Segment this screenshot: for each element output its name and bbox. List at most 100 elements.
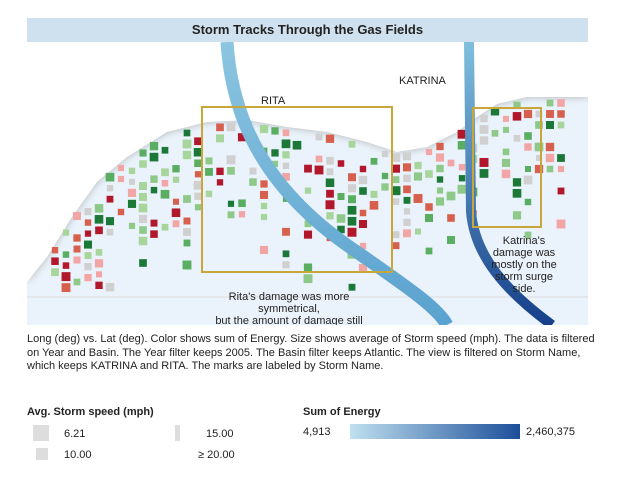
map-cell [546, 99, 554, 107]
map-cell [95, 281, 103, 289]
map-cell [227, 166, 235, 175]
map: RITA KATRINA Rita's damage was moresymme… [27, 42, 588, 325]
map-cell [292, 140, 302, 150]
legends: Avg. Storm speed (mph) 6.21 15.00 10.00 … [27, 406, 575, 461]
map-cell [513, 101, 521, 109]
map-cell [512, 178, 522, 187]
annotation: storm surge [495, 271, 553, 283]
legend-item: ≥ 20.00 [198, 449, 235, 461]
map-cell [117, 175, 125, 183]
map-cell [282, 129, 290, 137]
size-swatch [36, 448, 48, 460]
map-cell [402, 152, 412, 161]
map-cell [238, 211, 246, 218]
map-cell [458, 175, 466, 182]
map-cell [172, 220, 180, 228]
map-cell [402, 163, 412, 172]
map-cell [117, 208, 125, 216]
map-cell [183, 195, 191, 203]
map-cell [413, 194, 423, 203]
map-cell [337, 160, 345, 167]
map-cell [237, 133, 247, 142]
map-cell [128, 222, 136, 229]
map-cell [524, 143, 532, 151]
map-cell [557, 187, 565, 195]
map-cell [260, 180, 268, 188]
map-cell [347, 216, 357, 226]
legend-item: 15.00 [206, 428, 234, 440]
map-cell [227, 211, 235, 219]
annotation: Katrina's [503, 235, 546, 247]
title: Storm Tracks Through the Gas Fields [27, 18, 588, 42]
map-cell [150, 186, 158, 194]
map-cell [249, 178, 257, 186]
map-cell [149, 152, 159, 162]
map-cell [458, 164, 466, 171]
map-cell [84, 219, 92, 226]
map-cell [413, 172, 423, 181]
map-cell [282, 250, 290, 258]
map-cell [326, 189, 334, 198]
map-cell [260, 202, 268, 210]
legend-item: 6.21 [64, 428, 85, 440]
caption: Long (deg) vs. Lat (deg). Color shows su… [27, 333, 595, 372]
map-cell [161, 179, 169, 187]
map-cell [105, 217, 115, 226]
map-cell [337, 225, 345, 234]
map-cell [194, 137, 202, 146]
map-cell [271, 127, 279, 135]
map-cell [303, 274, 313, 284]
map-cell [524, 198, 532, 206]
map-cell [216, 134, 224, 143]
map-cell [414, 161, 422, 170]
map-cell [260, 213, 268, 221]
map-cell [392, 242, 400, 250]
map-cell [183, 239, 191, 247]
map-cell [182, 260, 192, 270]
map-cell [337, 193, 345, 200]
map-cell [403, 229, 411, 238]
map-cell [106, 195, 114, 203]
map-cell [216, 123, 224, 132]
map-cell [84, 262, 92, 271]
map-cell [501, 158, 511, 167]
map-cell [205, 190, 213, 198]
map-cell [161, 168, 169, 177]
map-cell [348, 283, 356, 291]
map-cell [304, 220, 312, 228]
map-cell [325, 134, 335, 143]
map-cell [271, 149, 279, 157]
map-cell [535, 121, 543, 129]
map-cell [139, 259, 147, 267]
map-cell [226, 155, 236, 165]
map-cell [94, 204, 104, 213]
map-cell [557, 99, 565, 107]
map-cell [546, 121, 554, 129]
map-cell [149, 141, 159, 151]
map-cell [304, 187, 312, 194]
map-cell [127, 199, 137, 208]
map-cell [94, 259, 104, 268]
map-cell [326, 156, 334, 165]
map-cell [94, 215, 104, 224]
map-cell [491, 129, 499, 137]
map-cell [161, 223, 169, 231]
map-cell [117, 164, 125, 172]
map-cell [347, 184, 357, 193]
legend-min: 4,913 [303, 426, 331, 438]
map-cell [138, 214, 148, 224]
map-cell [502, 126, 510, 133]
map-cell [150, 219, 158, 227]
map-cell [172, 198, 180, 205]
map-cell [105, 172, 115, 182]
map-cell [512, 189, 522, 198]
map-cell [479, 125, 489, 134]
map-cell [325, 200, 335, 210]
map-cell [557, 110, 565, 118]
storm-label: RITA [261, 95, 286, 107]
map-cell [138, 192, 148, 202]
map-cell [138, 236, 148, 246]
map-cell [524, 132, 532, 140]
map-cell [62, 262, 70, 269]
map-cell [457, 129, 467, 139]
